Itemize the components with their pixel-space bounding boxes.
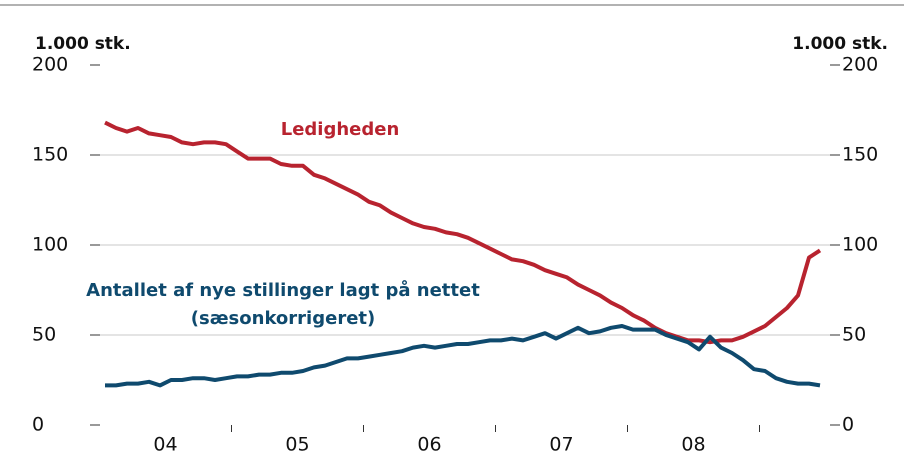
series-label: Antallet af nye stillinger lagt på nette… — [86, 279, 480, 301]
x-tick-label: 06 — [417, 434, 441, 456]
y-tick-label: 0 — [32, 414, 44, 436]
x-tick-label: 08 — [681, 434, 705, 456]
y2-axis-label: 1.000 stk. — [792, 34, 888, 54]
y-tick-label: 50 — [32, 324, 56, 346]
y2-tick-label: 200 — [842, 54, 878, 76]
y2-tick-label: 0 — [842, 414, 854, 436]
x-tick-label: 05 — [285, 434, 309, 456]
series-line — [105, 324, 821, 388]
series-label: Ledigheden — [281, 119, 400, 140]
y-tick-label: 150 — [32, 144, 68, 166]
series-line — [104, 120, 822, 345]
y-tick-label: 100 — [32, 234, 68, 256]
x-tick-label: 04 — [153, 434, 177, 456]
x-tick-label: 07 — [549, 434, 573, 456]
y-axis-label: 1.000 stk. — [35, 34, 131, 54]
series-sublabel: (sæsonkorrigeret) — [191, 308, 375, 329]
y-tick-label: 200 — [32, 54, 68, 76]
y2-tick-label: 150 — [842, 144, 878, 166]
y2-tick-label: 100 — [842, 234, 878, 256]
y2-tick-label: 50 — [842, 324, 866, 346]
